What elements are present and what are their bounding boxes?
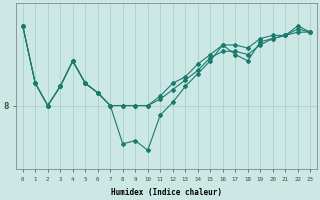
X-axis label: Humidex (Indice chaleur): Humidex (Indice chaleur): [111, 188, 222, 197]
